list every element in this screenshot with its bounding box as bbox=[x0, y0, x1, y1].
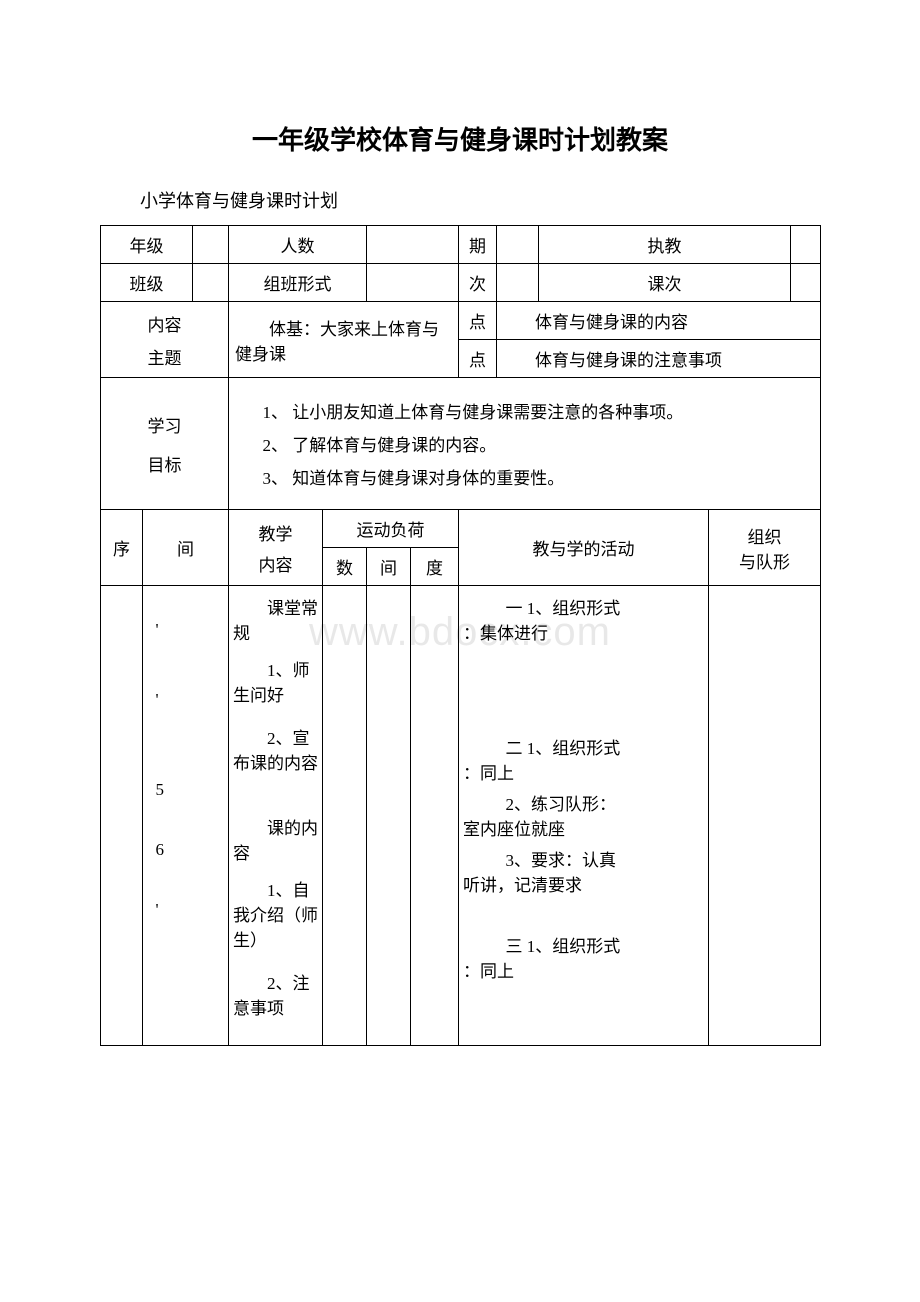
col-load: 运动负荷 bbox=[323, 510, 459, 548]
ci-label: 次 bbox=[459, 264, 497, 302]
teacher-label: 执教 bbox=[539, 226, 791, 264]
lesson-plan-table: 年级 人数 期 执教 班级 组班形式 次 课次 内容 主题 体基：大家来上体育与… bbox=[100, 225, 821, 1046]
count-value bbox=[367, 226, 459, 264]
time-cell: ' ' 5 6 ' bbox=[143, 586, 229, 1046]
time-2: ' bbox=[147, 690, 224, 710]
act-g2-l4: 室内座位就座 bbox=[463, 815, 704, 840]
activity-group-1: 一 1、组织形式 ：集体进行 bbox=[463, 594, 704, 644]
act-g2-l5: 3、要求：认真 bbox=[463, 846, 704, 871]
point1-label: 点 bbox=[459, 302, 497, 340]
class-label: 班级 bbox=[101, 264, 193, 302]
objectives-label: 学习 目标 bbox=[101, 378, 229, 510]
act-g1-l2: ：集体进行 bbox=[463, 619, 704, 644]
shu-cell bbox=[323, 586, 367, 1046]
col-org-2: 与队形 bbox=[739, 553, 790, 572]
time-5: ' bbox=[147, 900, 224, 920]
objective-item-1: 1、 让小朋友知道上体育与健身课需要注意的各种事项。 bbox=[237, 398, 812, 423]
activity-group-3: 三 1、组织形式 ：同上 bbox=[463, 932, 704, 982]
content-theme-label-1: 内容 bbox=[105, 311, 224, 336]
col-seq: 序 bbox=[101, 510, 143, 586]
time-3: 5 bbox=[147, 780, 224, 800]
content-row-1: ' ' 5 6 ' 课堂常规 1、师生问好 2、宣布课的内容 课的内容 1、自我… bbox=[101, 586, 821, 1046]
activity-group-2: 二 1、组织形式 ：同上 2、练习队形： 室内座位就座 3、要求：认真 听讲，记… bbox=[463, 734, 704, 896]
col-org-1: 组织 bbox=[748, 528, 782, 547]
act-g2-l1: 二 1、组织形式 bbox=[463, 734, 704, 759]
col-org: 组织 与队形 bbox=[709, 510, 821, 586]
col-teach-1: 教学 bbox=[233, 520, 318, 545]
col-jian: 间 bbox=[367, 548, 411, 586]
time-1: ' bbox=[147, 620, 224, 640]
column-header-row-1: 序 间 教学 内容 运动负荷 教与学的活动 组织 与队形 bbox=[101, 510, 821, 548]
jian-cell bbox=[367, 586, 411, 1046]
teaching-block1-item-1: 1、师生问好 bbox=[233, 656, 318, 706]
content-theme-body: 体基：大家来上体育与健身课 bbox=[229, 302, 459, 378]
header-row-1: 年级 人数 期 执教 bbox=[101, 226, 821, 264]
col-teach-2: 内容 bbox=[233, 551, 318, 576]
teaching-block2-header: 课的内容 bbox=[233, 814, 318, 864]
objectives-row: 学习 目标 1、 让小朋友知道上体育与健身课需要注意的各种事项。 2、 了解体育… bbox=[101, 378, 821, 510]
teacher-value bbox=[791, 226, 821, 264]
period-value bbox=[497, 226, 539, 264]
org-cell bbox=[709, 586, 821, 1046]
act-g3-l1: 三 1、组织形式 bbox=[463, 932, 704, 957]
grade-value bbox=[193, 226, 229, 264]
header-row-2: 班级 组班形式 次 课次 bbox=[101, 264, 821, 302]
content-theme-label-2: 主题 bbox=[105, 344, 224, 369]
du-cell bbox=[411, 586, 459, 1046]
teaching-block-1: 课堂常规 1、师生问好 2、宣布课的内容 bbox=[233, 594, 318, 774]
teaching-block2-item-2: 2、注意事项 bbox=[233, 969, 318, 1019]
teaching-block2-item-1: 1、自我介绍（师生） bbox=[233, 876, 318, 951]
objective-item-3: 3、 知道体育与健身课对身体的重要性。 bbox=[237, 464, 812, 489]
objectives-label-2: 目标 bbox=[105, 451, 224, 476]
count-label: 人数 bbox=[229, 226, 367, 264]
act-g2-l6: 听讲，记清要求 bbox=[463, 871, 704, 896]
teaching-block1-header: 课堂常规 bbox=[233, 594, 318, 644]
col-teach: 教学 内容 bbox=[229, 510, 323, 586]
content-theme-row-1: 内容 主题 体基：大家来上体育与健身课 点 体育与健身课的内容 bbox=[101, 302, 821, 340]
act-g1-l1: 一 1、组织形式 bbox=[463, 594, 704, 619]
lesson-no-label: 课次 bbox=[539, 264, 791, 302]
col-du: 度 bbox=[411, 548, 459, 586]
period-label: 期 bbox=[459, 226, 497, 264]
form-value bbox=[367, 264, 459, 302]
page-title: 一年级学校体育与健身课时计划教案 bbox=[100, 120, 820, 157]
class-value bbox=[193, 264, 229, 302]
point1-value: 体育与健身课的内容 bbox=[497, 302, 821, 340]
objectives-label-1: 学习 bbox=[105, 412, 224, 437]
point2-value: 体育与健身课的注意事项 bbox=[497, 340, 821, 378]
teaching-block-2: 课的内容 1、自我介绍（师生） 2、注意事项 bbox=[233, 814, 318, 1019]
ci-value bbox=[497, 264, 539, 302]
col-shu: 数 bbox=[323, 548, 367, 586]
act-g2-l3: 2、练习队形： bbox=[463, 790, 704, 815]
act-g2-l2: ：同上 bbox=[463, 759, 704, 784]
col-time: 间 bbox=[143, 510, 229, 586]
content-theme-label: 内容 主题 bbox=[101, 302, 229, 378]
seq-cell bbox=[101, 586, 143, 1046]
form-label: 组班形式 bbox=[229, 264, 367, 302]
teaching-block1-item-2: 2、宣布课的内容 bbox=[233, 724, 318, 774]
col-activity: 教与学的活动 bbox=[459, 510, 709, 586]
teaching-cell: 课堂常规 1、师生问好 2、宣布课的内容 课的内容 1、自我介绍（师生） 2、注… bbox=[229, 586, 323, 1046]
activities-cell: 一 1、组织形式 ：集体进行 二 1、组织形式 ：同上 2、练习队形： 室内座位… bbox=[459, 586, 709, 1046]
point2-label: 点 bbox=[459, 340, 497, 378]
lesson-no-value bbox=[791, 264, 821, 302]
objectives-body: 1、 让小朋友知道上体育与健身课需要注意的各种事项。 2、 了解体育与健身课的内… bbox=[229, 378, 821, 510]
grade-label: 年级 bbox=[101, 226, 193, 264]
objective-item-2: 2、 了解体育与健身课的内容。 bbox=[237, 431, 812, 456]
act-g3-l2: ：同上 bbox=[463, 957, 704, 982]
subtitle: 小学体育与健身课时计划 bbox=[100, 187, 820, 213]
time-4: 6 bbox=[147, 840, 224, 860]
